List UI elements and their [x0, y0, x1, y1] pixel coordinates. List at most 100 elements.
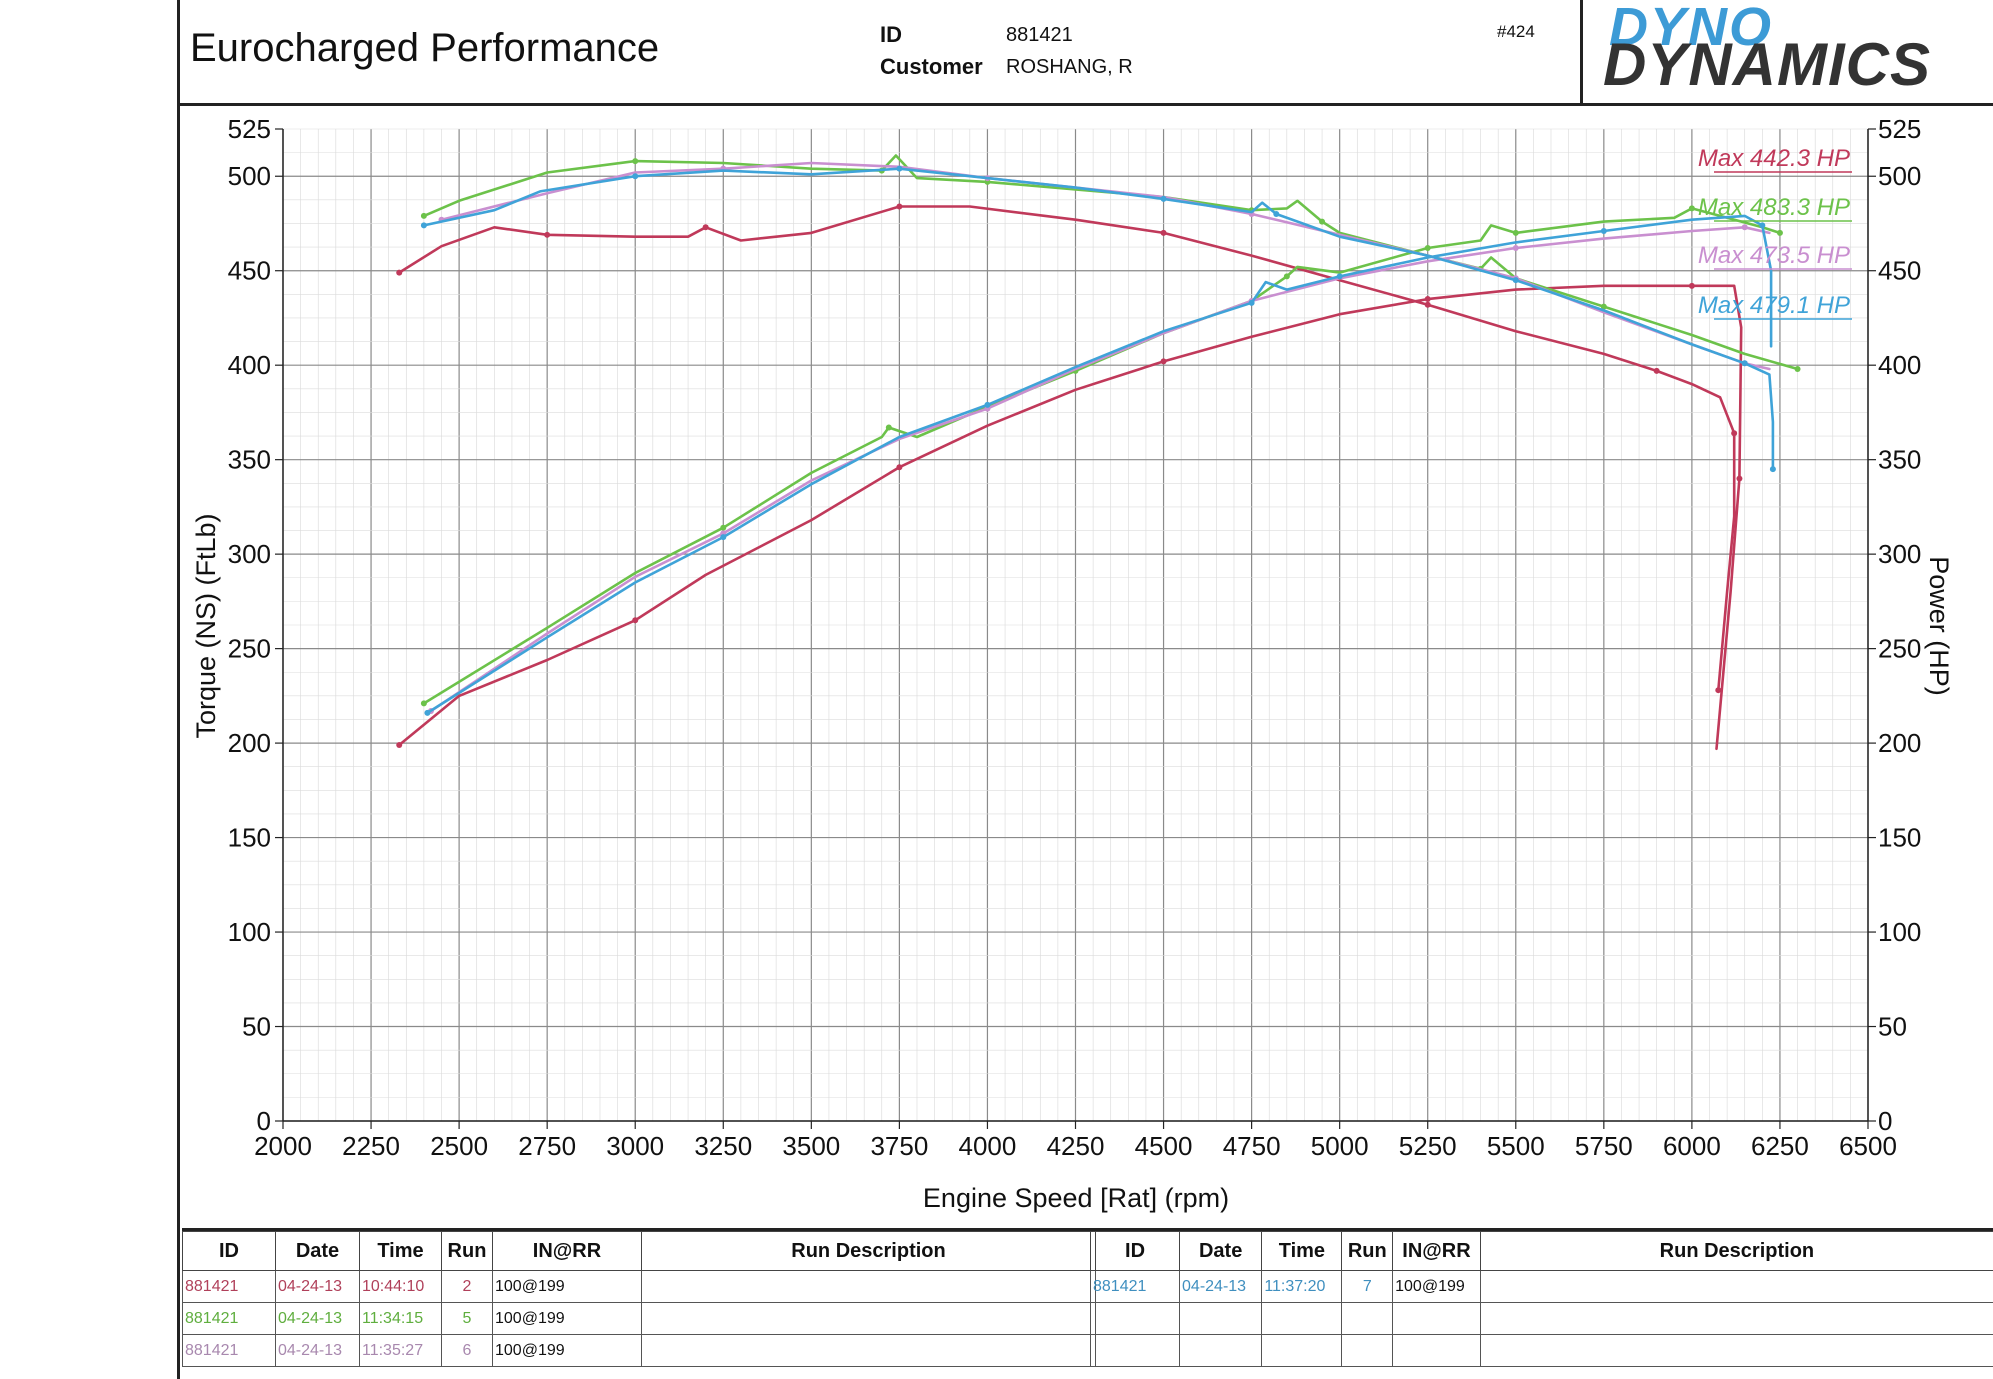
- run-6-power-point: [1512, 245, 1519, 252]
- run-2-torque-line: [397, 205, 1736, 692]
- table-row: 881421 04-24-13 11:34:15 5 100@199: [182, 1302, 1096, 1335]
- customer-value: ROSHANG, R: [1006, 56, 1133, 78]
- y-tick-label-right: 50: [1878, 1012, 1907, 1042]
- run-table-right: ID Date Time Run IN@RR Run Description 881421 0…: [1089, 1231, 1993, 1367]
- table-header-cell: ID: [1089, 1231, 1181, 1271]
- table-header-cell: IN@RR: [492, 1231, 642, 1271]
- y-tick-label-left: 100: [228, 917, 271, 947]
- table-cell: 04-24-13: [275, 1334, 360, 1367]
- table-header-cell: IN@RR: [1392, 1231, 1481, 1271]
- legend-entry-run-5: Max 483.3 HP: [1698, 194, 1850, 221]
- table-cell: [641, 1302, 1096, 1335]
- y-tick-label-right: 100: [1878, 917, 1921, 947]
- table-cell: [1341, 1334, 1394, 1367]
- run-7-torque-point: [1273, 211, 1280, 218]
- run-7-torque-point: [1160, 195, 1167, 202]
- run-5-torque-point: [1600, 303, 1607, 310]
- run-6-power-line: [429, 226, 1771, 713]
- header: Eurocharged Performance ID 881421 Custom…: [180, 0, 1993, 106]
- dyno-chart: 2000 2250 2500 2750 3000 3250 3500 3750 4000 4250…: [191, 114, 1954, 1213]
- x-tick-label: 2500: [430, 1131, 488, 1161]
- run-5-torque-point: [632, 158, 639, 165]
- run-2-torque-point: [1715, 687, 1722, 694]
- x-axis-label: Engine Speed [Rat] (rpm): [923, 1183, 1229, 1213]
- y-tick-label-right: 400: [1878, 350, 1921, 380]
- run-5-power-point: [1512, 229, 1519, 236]
- run-2-torque-point: [1653, 367, 1660, 374]
- logo: DYNO DYNAMICS: [1580, 0, 1993, 106]
- logo-dynamics-text: DYNAMICS: [1603, 31, 1932, 98]
- run-7-power-point: [720, 534, 727, 541]
- logo-dyno-text: DYNO: [1609, 0, 1774, 57]
- table-row: 881421 04-24-13 11:37:20 7 100@199: [1089, 1270, 1993, 1303]
- table-row: [1089, 1334, 1993, 1367]
- series: [396, 154, 1801, 751]
- run-2-power-point: [396, 741, 403, 748]
- table-cell: 11:37:20: [1261, 1270, 1343, 1303]
- x-tick-label: 4750: [1223, 1131, 1281, 1161]
- run-5-torque-point: [1319, 218, 1326, 225]
- x-tick-label: 3000: [606, 1131, 664, 1161]
- run-2-torque-point: [1424, 301, 1431, 308]
- run-5-power-point: [1424, 245, 1431, 252]
- run-7-torque-point: [1512, 277, 1519, 284]
- x-tick-label: 6500: [1839, 1131, 1897, 1161]
- table-row: [1089, 1302, 1993, 1335]
- table-cell: 2: [441, 1270, 493, 1303]
- run-7-torque-point: [896, 165, 903, 172]
- run-7-torque-point: [420, 222, 427, 229]
- x-tick-label: 4250: [1047, 1131, 1105, 1161]
- table-cell: 100@199: [492, 1270, 642, 1303]
- x-tick-label: 5500: [1487, 1131, 1545, 1161]
- run-2-torque-point: [1160, 229, 1167, 236]
- table-cell: [1392, 1302, 1481, 1335]
- customer-label: Customer: [880, 54, 983, 79]
- y-tick-label-right: 450: [1878, 256, 1921, 286]
- table-cell: [1261, 1334, 1343, 1367]
- run-7-power-point: [1600, 228, 1607, 235]
- run-2-power-point: [1736, 475, 1743, 482]
- x-tick-label: 5250: [1399, 1131, 1457, 1161]
- table-header-cell: Run Description: [1479, 1231, 1993, 1271]
- run-7-power-point: [984, 401, 991, 408]
- table-cell: 04-24-13: [1179, 1270, 1263, 1303]
- run-table: ID Date Time Run IN@RR Run Description 881421 0…: [182, 1228, 1993, 1379]
- y-tick-label-left: 500: [228, 161, 271, 191]
- x-tick-label: 6000: [1663, 1131, 1721, 1161]
- run-6-torque-line: [440, 161, 1771, 371]
- y-tick-label-left: 525: [228, 114, 271, 144]
- y-tick-label-right: 500: [1878, 161, 1921, 191]
- run-2-power-point: [1160, 358, 1167, 365]
- table-cell: 100@199: [492, 1334, 642, 1367]
- y-tick-label-left: 50: [242, 1012, 271, 1042]
- table-cell: 7: [1341, 1270, 1394, 1303]
- y-tick-label-left: 450: [228, 256, 271, 286]
- y-tick-label-left: 300: [228, 539, 271, 569]
- table-cell: 881421: [1089, 1270, 1181, 1303]
- run-7-torque-point: [1769, 466, 1776, 473]
- table-cell: 881421: [182, 1302, 276, 1335]
- company-name: Eurocharged Performance: [190, 26, 660, 70]
- y-tick-label-left: 0: [257, 1106, 271, 1136]
- run-2-torque-point: [396, 269, 403, 276]
- table-cell: [1261, 1302, 1343, 1335]
- table-cell: [641, 1334, 1096, 1367]
- run-5-power-point: [885, 424, 892, 431]
- y-tick-label-left: 400: [228, 350, 271, 380]
- run-5-torque-point: [1794, 365, 1801, 372]
- table-header-cell: Date: [1179, 1231, 1263, 1271]
- run-7-power-point: [1248, 299, 1255, 306]
- run-7-torque-point: [1741, 360, 1748, 367]
- run-2-power-point: [1424, 296, 1431, 303]
- table-header-cell: ID: [182, 1231, 276, 1271]
- y-tick-label-right: 525: [1878, 114, 1921, 144]
- run-2-torque-point: [896, 203, 903, 210]
- table-cell: [1479, 1302, 1993, 1335]
- table-cell: 881421: [182, 1270, 276, 1303]
- table-header-cell: Run: [1341, 1231, 1394, 1271]
- x-tick-label: 5000: [1311, 1131, 1369, 1161]
- run-2-torque-point: [544, 231, 551, 238]
- table-cell: 11:34:15: [359, 1302, 442, 1335]
- table-cell: 11:35:27: [359, 1334, 442, 1367]
- y-axis-label-left: Torque (NS) (FtLb): [191, 513, 221, 738]
